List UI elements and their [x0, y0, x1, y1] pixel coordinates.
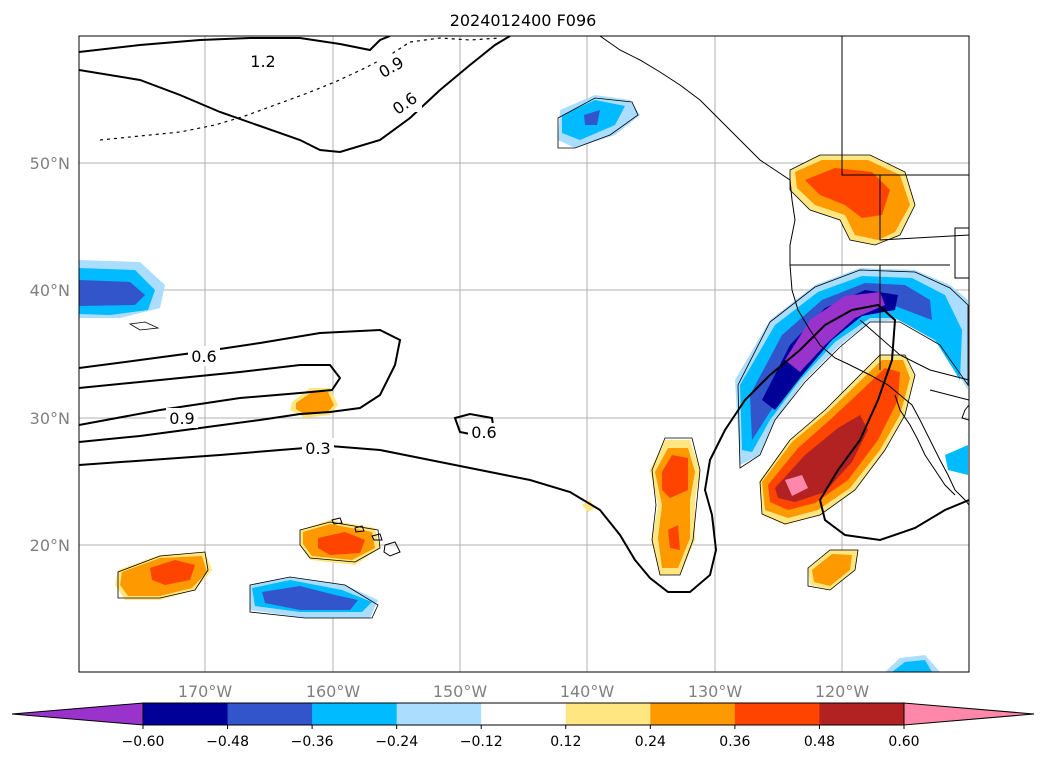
colorbar-tick-label: −0.12	[460, 734, 503, 750]
contour-label-4: 0.6	[191, 347, 216, 366]
lat-label-20n: 20°N	[30, 536, 70, 555]
colorbar-segment	[565, 703, 651, 725]
colorbar-tick-label: 0.24	[635, 734, 666, 750]
lon-label-120w: 120°W	[815, 682, 870, 701]
map-title: 2024012400 F096	[450, 11, 597, 30]
colorbar-tick-label: −0.24	[375, 734, 418, 750]
colorbar-tick-label: 0.48	[804, 734, 835, 750]
positive-anomaly-fields	[115, 155, 915, 600]
lon-label-170w: 170°W	[178, 682, 233, 701]
contour-label-6: 0.3	[305, 439, 330, 458]
colorbar-segments	[143, 703, 905, 725]
lon-label-130w: 130°W	[688, 682, 743, 701]
colorbar-extend-max	[903, 702, 1035, 726]
latitude-labels: 50°N 40°N 30°N 20°N	[30, 154, 70, 555]
contour-label-1: 1.2	[250, 52, 275, 71]
colorbar-segment	[227, 703, 313, 725]
contour-label-7: 0.6	[471, 423, 496, 442]
contour-label-bgs	[166, 52, 500, 458]
colorbar-segment	[481, 703, 567, 725]
lon-label-140w: 140°W	[560, 682, 615, 701]
colorbar-ticks: −0.60 −0.48 −0.36 −0.24 −0.12 0.12 0.24 0.36 0.4…	[122, 725, 920, 750]
colorbar-tick-label: −0.48	[206, 734, 249, 750]
colorbar-tick-label: 0.36	[719, 734, 750, 750]
colorbar-segment	[143, 703, 229, 725]
colorbar: −0.60 −0.48 −0.36 −0.24 −0.12 0.12 0.24 0.36 0.4…	[11, 702, 1035, 750]
colorbar-frame	[142, 702, 905, 726]
aleutian-islands	[99, 37, 501, 141]
lat-label-30n: 30°N	[30, 409, 70, 428]
colorbar-tick-label: −0.36	[291, 734, 334, 750]
colorbar-tick-label: 0.12	[550, 734, 581, 750]
lat-label-40n: 40°N	[30, 281, 70, 300]
negative-anomaly-fields	[79, 95, 968, 672]
contour-label-5: 0.9	[169, 409, 194, 428]
hawaiian-islands	[331, 517, 401, 557]
colorbar-extend-min	[11, 702, 144, 726]
colorbar-tick-label: 0.60	[888, 734, 919, 750]
colorbar-segment	[650, 703, 736, 725]
colorbar-segment	[734, 703, 820, 725]
colorbar-segment	[312, 703, 398, 725]
lon-label-150w: 150°W	[433, 682, 488, 701]
plot-area	[79, 36, 969, 672]
colorbar-segment	[396, 703, 482, 725]
lon-label-160w: 160°W	[306, 682, 361, 701]
map-frame	[78, 35, 970, 673]
coastlines	[599, 36, 969, 506]
colorbar-tick-label: −0.60	[122, 734, 165, 750]
lat-label-50n: 50°N	[30, 154, 70, 173]
shading-outlines	[117, 97, 969, 619]
longitude-labels: 170°W 160°W 150°W 140°W 130°W 120°W	[178, 682, 870, 701]
colorbar-segment	[819, 703, 905, 725]
